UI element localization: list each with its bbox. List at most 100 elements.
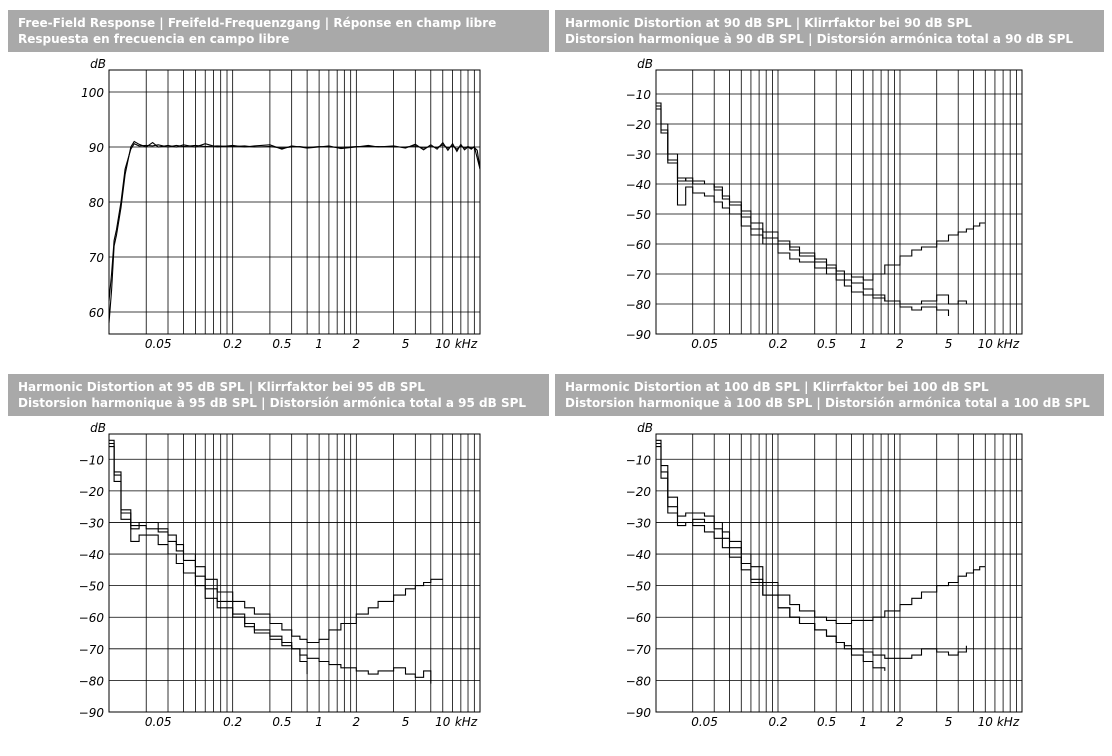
y-tick-label: −90: [626, 706, 652, 720]
y-tick-label: −20: [626, 485, 652, 499]
y-axis-label: dB: [637, 421, 653, 435]
panel-title-line2: Respuesta en frecuencia en campo libre: [18, 32, 290, 46]
y-tick-label: −20: [626, 118, 652, 132]
series-line-3: [109, 439, 308, 675]
x-tick-label: 5: [945, 715, 953, 729]
chart-panel-distortion-90: Harmonic Distortion at 90 dB SPL | Klirr…: [555, 10, 1104, 358]
y-tick-label: −40: [626, 548, 652, 562]
chart-panel-distortion-95: Harmonic Distortion at 95 dB SPL | Klirr…: [8, 374, 549, 736]
panel-header: Harmonic Distortion at 100 dB SPL | Klir…: [555, 374, 1104, 416]
x-tick-label: 1: [859, 715, 867, 729]
y-tick-label: −90: [79, 706, 105, 720]
panel-header: Harmonic Distortion at 90 dB SPL | Klirr…: [555, 10, 1104, 52]
x-tick-label: 5: [402, 337, 410, 351]
series-line-3: [656, 446, 886, 671]
plot-frame: [655, 433, 1023, 713]
y-tick-label: −50: [626, 580, 652, 594]
y-axis-label: dB: [90, 421, 106, 435]
y-tick-label: −80: [626, 298, 652, 312]
panel-header: Harmonic Distortion at 95 dB SPL | Klirr…: [8, 374, 549, 416]
panel-header: Free-Field Response | Freifeld-Frequenzg…: [8, 10, 549, 52]
x-tick-label: 0.5: [272, 715, 291, 729]
y-tick-label: −40: [626, 178, 652, 192]
series-line-1: [656, 442, 986, 625]
series-line-1: [109, 442, 443, 644]
x-tick-label: 0.05: [691, 715, 718, 729]
y-tick-label: −50: [626, 208, 652, 222]
x-axis-label: kHz: [997, 337, 1020, 351]
panel-body: 60 70 80 90 100 dB 0.05 0.2 0.5 1 2 5 10 kHz: [8, 52, 549, 358]
panel-body: −10 −20 −30 −40 −50 −60 −70 −80 −90 dB 0.05 0.2 0.5 1…: [555, 416, 1104, 736]
distortion-90-chart: −10 −20 −30 −40 −50 −60 −70 −80 −90 dB 0.05 0.2 0.5 1…: [626, 57, 1023, 351]
plot-frame: [108, 433, 481, 713]
x-tick-label: 0.2: [768, 715, 787, 729]
series-line-3: [656, 108, 950, 316]
panel-title-line1: Harmonic Distortion at 95 dB SPL | Klirr…: [18, 380, 425, 394]
x-tick-label: 1: [859, 337, 867, 351]
x-axis-label: kHz: [455, 715, 478, 729]
free-field-chart: 60 70 80 90 100 dB 0.05 0.2 0.5 1 2 5 10 kHz: [81, 57, 481, 351]
chart-panel-free-field: Free-Field Response | Freifeld-Frequenzg…: [8, 10, 549, 358]
y-tick-label: −10: [626, 88, 652, 102]
y-tick-label: −70: [626, 643, 652, 657]
y-tick-label: 60: [89, 306, 105, 320]
panel-body: −10 −20 −30 −40 −50 −60 −70 −80 −90 dB 0.05 0.2 0.5 1…: [555, 52, 1104, 358]
series-line-2: [108, 143, 481, 302]
distortion-100-chart: −10 −20 −30 −40 −50 −60 −70 −80 −90 dB 0.05 0.2 0.5 1…: [626, 421, 1023, 729]
y-tick-label: −10: [626, 453, 652, 467]
panel-title-line1: Harmonic Distortion at 100 dB SPL | Klir…: [565, 380, 989, 394]
y-tick-label: −60: [626, 611, 652, 625]
x-tick-label: 10: [978, 715, 994, 729]
x-tick-label: 10: [435, 337, 451, 351]
x-tick-label: 10: [978, 337, 994, 351]
y-tick-label: −70: [79, 643, 105, 657]
x-tick-label: 1: [315, 715, 323, 729]
x-tick-label: 0.2: [223, 337, 242, 351]
x-tick-label: 5: [945, 337, 953, 351]
x-tick-label: 2: [896, 715, 904, 729]
y-tick-label: −30: [79, 516, 105, 530]
x-tick-label: 0.05: [691, 337, 718, 351]
series-line-1: [656, 105, 986, 281]
panel-title-line2: Distorsion harmonique à 95 dB SPL | Dist…: [18, 396, 527, 410]
y-axis-label: dB: [90, 57, 106, 71]
y-tick-label: −60: [79, 611, 105, 625]
x-tick-label: 0.5: [817, 715, 836, 729]
panel-title-line1: Harmonic Distortion at 90 dB SPL | Klirr…: [565, 16, 972, 30]
x-tick-label: 10: [435, 715, 451, 729]
panel-title-line2: Distorsion harmonique à 90 dB SPL | Dist…: [565, 32, 1074, 46]
x-tick-label: 0.05: [145, 337, 172, 351]
x-axis-label: kHz: [455, 337, 478, 351]
y-tick-label: 100: [81, 86, 104, 100]
y-axis-label: dB: [637, 57, 653, 71]
panel-body: −10 −20 −30 −40 −50 −60 −70 −80 −90 dB 0.05 0.2 0.5 1…: [8, 416, 549, 736]
x-tick-label: 0.2: [223, 715, 242, 729]
y-tick-label: −90: [626, 328, 652, 342]
x-tick-label: 0.05: [145, 715, 172, 729]
y-tick-label: −10: [79, 453, 105, 467]
panel-title-line2: Distorsion harmonique à 100 dB SPL | Dis…: [565, 396, 1090, 410]
chart-panel-distortion-100: Harmonic Distortion at 100 dB SPL | Klir…: [555, 374, 1104, 736]
series-line-2: [656, 102, 967, 305]
x-tick-label: 2: [353, 337, 361, 351]
y-tick-label: −30: [626, 148, 652, 162]
x-tick-label: 2: [896, 337, 904, 351]
x-tick-label: 0.5: [817, 337, 836, 351]
x-tick-label: 5: [402, 715, 410, 729]
y-tick-label: −50: [79, 580, 105, 594]
x-axis-label: kHz: [997, 715, 1020, 729]
y-tick-label: −80: [626, 674, 652, 688]
y-tick-label: −20: [79, 485, 105, 499]
plot-frame: [655, 69, 1023, 335]
x-tick-label: 1: [315, 337, 323, 351]
y-tick-label: 90: [89, 141, 105, 155]
y-tick-label: −60: [626, 238, 652, 252]
y-tick-label: −30: [626, 516, 652, 530]
panel-title-line1: Free-Field Response | Freifeld-Frequenzg…: [18, 16, 497, 30]
y-tick-label: −40: [79, 548, 105, 562]
x-tick-label: 0.5: [272, 337, 291, 351]
y-tick-label: 80: [89, 196, 105, 210]
y-tick-label: 70: [89, 251, 105, 265]
x-tick-label: 2: [353, 715, 361, 729]
y-tick-label: −80: [79, 674, 105, 688]
